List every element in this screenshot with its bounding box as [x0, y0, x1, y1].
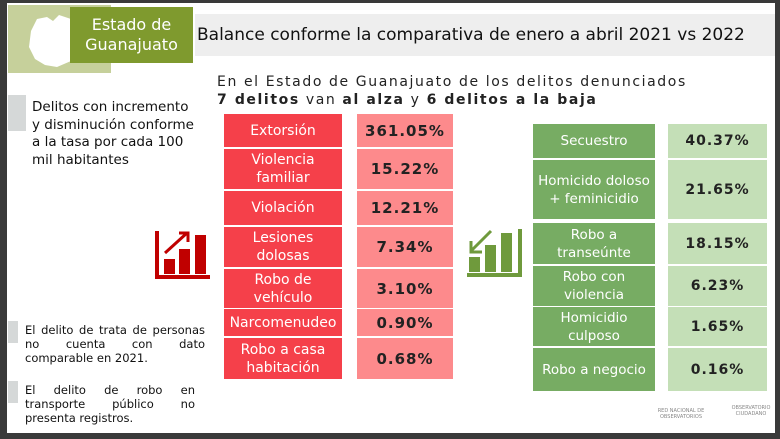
crime-name: Homicido doloso + feminicidio — [533, 160, 655, 219]
crime-name: Secuestro — [533, 124, 655, 158]
slide: Estado de Guanajuato Balance conforme la… — [7, 3, 775, 433]
down-count: 6 delitos — [426, 92, 510, 108]
observatorio-logo: OBSERVATORIO CIUDADANO — [731, 405, 771, 417]
crime-name: Robo con violencia — [533, 266, 655, 306]
crime-name: Homicidio culposo — [533, 307, 655, 346]
crime-name: Violación — [224, 191, 342, 225]
crime-name: Violencia familiar — [224, 149, 342, 189]
up-label: al alza — [342, 92, 405, 108]
crime-rate-value: 40.37% — [668, 124, 767, 158]
subtitle-line2: 7 delitos van al alza y 6 delitos a la b… — [217, 91, 687, 109]
crime-rate-value: 6.23% — [668, 266, 767, 306]
crime-rate-value: 0.68% — [357, 338, 453, 379]
up-count: 7 delitos — [217, 92, 300, 108]
note-transporte: El delito de robo en transporte público … — [25, 383, 195, 425]
accent-bar — [8, 95, 26, 131]
subtitle: En el Estado de Guanajuato de los delito… — [217, 73, 687, 109]
crime-rate-value: 0.16% — [668, 348, 767, 391]
crime-rate-value: 21.65% — [668, 160, 767, 219]
note-trata: El delito de trata de personas no cuenta… — [25, 323, 205, 365]
guanajuato-map-icon — [29, 15, 79, 67]
crime-rate-value: 3.10% — [357, 269, 453, 308]
crime-name: Robo a casa habitación — [224, 338, 342, 379]
crime-rate-value: 12.21% — [357, 191, 453, 225]
decrease-chart-icon — [467, 229, 522, 277]
crime-rate-value: 1.65% — [668, 307, 767, 346]
crime-rate-value: 15.22% — [357, 149, 453, 189]
red-nacional-logo: RED NACIONAL DE OBSERVATORIOS — [657, 408, 705, 420]
subtitle-line1: En el Estado de Guanajuato de los delito… — [217, 74, 687, 90]
crime-rate-value: 18.15% — [668, 223, 767, 264]
text: y — [404, 92, 427, 108]
crime-rate-value: 361.05% — [357, 114, 453, 147]
accent-bar — [8, 381, 18, 403]
text: van — [299, 92, 343, 108]
crime-name: Lesiones dolosas — [224, 227, 342, 267]
crime-name: Narcomenudeo — [224, 309, 342, 336]
crime-name: Robo a transeúnte — [533, 223, 655, 264]
crime-rate-value: 7.34% — [357, 227, 453, 267]
accent-bar — [8, 321, 18, 343]
description-text: Delitos con incremento y disminución con… — [32, 99, 194, 168]
crime-name: Robo a negocio — [533, 348, 655, 391]
crime-rate-value: 0.90% — [357, 309, 453, 336]
state-label: Estado de Guanajuato — [70, 7, 193, 63]
increase-chart-icon — [155, 231, 210, 279]
crime-name: Robo de vehículo — [224, 269, 342, 308]
down-label: a la baja — [509, 92, 598, 108]
page-title: Balance conforme la comparativa de enero… — [195, 14, 775, 56]
crime-name: Extorsión — [224, 114, 342, 147]
